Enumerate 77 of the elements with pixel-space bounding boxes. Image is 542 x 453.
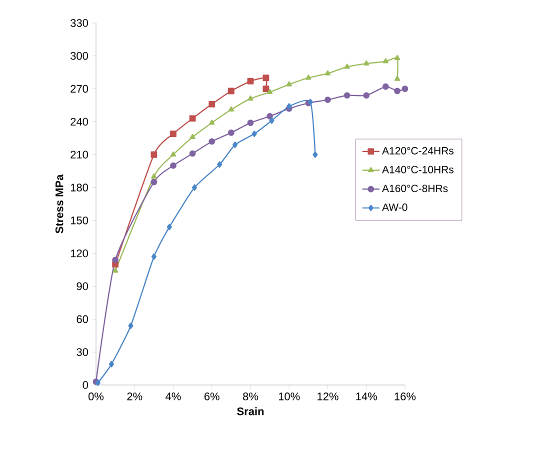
point — [394, 54, 400, 60]
point — [232, 142, 238, 148]
point — [382, 83, 389, 90]
point — [228, 88, 234, 94]
y-tick-label: 150 — [70, 216, 88, 224]
point — [209, 120, 215, 125]
point — [108, 360, 114, 368]
legend-label: A160°C-8HRs — [382, 184, 448, 192]
point — [344, 64, 350, 69]
point — [306, 74, 312, 80]
point — [252, 130, 257, 137]
point — [189, 115, 196, 122]
legend-label: AW-0 — [382, 204, 408, 211]
point — [262, 86, 270, 92]
point — [402, 86, 408, 92]
y-tick-label: 0 — [82, 381, 88, 389]
x-tick-label: 6% — [204, 392, 220, 400]
x-axis-title: Srain — [237, 407, 264, 416]
y-tick-label: 300 — [70, 52, 88, 60]
x-tick-label: 10% — [278, 392, 300, 400]
point — [262, 74, 270, 82]
y-tick-label: 270 — [70, 84, 88, 93]
legend-label: A140°C-10HRs — [382, 166, 454, 174]
y-tick-label: 240 — [70, 118, 88, 126]
x-tick-label: 8% — [243, 392, 258, 400]
point — [247, 120, 254, 126]
point — [266, 88, 273, 94]
legend-label: A120°C-24HRs — [382, 147, 454, 154]
y-tick-label: 60 — [76, 315, 88, 324]
y-tick-label: 210 — [70, 150, 88, 159]
point — [217, 161, 222, 168]
point — [248, 95, 254, 101]
y-tick-label: 90 — [76, 282, 88, 290]
point — [128, 322, 134, 329]
point — [228, 106, 234, 112]
point — [190, 134, 196, 139]
point — [170, 151, 176, 157]
point — [170, 130, 176, 137]
y-tick-label: 30 — [76, 348, 88, 356]
point — [266, 113, 274, 120]
point — [312, 151, 318, 158]
x-tick-label: 14% — [356, 392, 377, 400]
point — [363, 92, 370, 99]
point — [364, 60, 370, 66]
point — [166, 224, 172, 230]
point — [228, 129, 234, 136]
point — [344, 92, 350, 99]
point — [208, 138, 216, 145]
y-tick-label: 180 — [70, 184, 88, 192]
point — [150, 151, 158, 158]
point — [394, 88, 400, 94]
point — [394, 76, 400, 81]
y-tick-label: 330 — [70, 19, 88, 27]
point — [208, 100, 216, 108]
x-tick-label: 2% — [127, 392, 142, 400]
point — [308, 98, 313, 106]
point — [151, 173, 157, 178]
point — [382, 58, 389, 64]
point — [324, 70, 331, 76]
x-tick-label: 4% — [166, 392, 181, 400]
y-tick-label: 120 — [70, 249, 88, 258]
x-tick-label: 0% — [88, 392, 104, 400]
point — [151, 253, 156, 260]
x-tick-label: 12% — [318, 392, 338, 400]
point — [192, 184, 198, 191]
point — [247, 78, 254, 84]
point — [150, 178, 158, 186]
x-tick-label: 16% — [394, 392, 416, 400]
point — [112, 268, 118, 273]
point — [286, 81, 292, 86]
point — [324, 96, 331, 103]
y-axis-title: Stress MPa — [55, 174, 64, 234]
point — [112, 256, 119, 264]
point — [189, 150, 196, 157]
point — [95, 380, 100, 386]
point — [269, 117, 274, 124]
point — [170, 162, 176, 169]
